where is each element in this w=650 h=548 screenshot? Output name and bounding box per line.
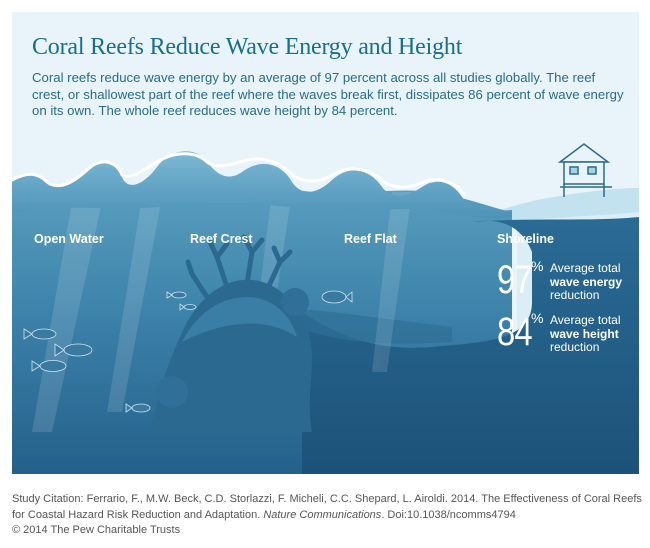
stat-description: Average total wave height reduction [550, 313, 621, 354]
stat-wave-height: 84 % Average total wave height reduction [497, 310, 637, 360]
stat-number: 97 [497, 258, 533, 302]
fish [23, 328, 57, 340]
shore-slope [472, 188, 639, 227]
beach-house [557, 143, 612, 197]
stat-wave-energy: 97 % Average total wave energy reduction [497, 258, 637, 308]
stat-percent-sign: % [531, 310, 544, 326]
fish [31, 360, 67, 372]
zone-label-reef-flat: Reef Flat [344, 232, 397, 246]
wave-crests [12, 151, 512, 219]
wave-foam [12, 152, 466, 196]
reef-crest-mound-highlight [182, 297, 297, 342]
coral-branches [185, 234, 293, 300]
stat-number: 84 [497, 310, 533, 354]
page-title: Coral Reefs Reduce Wave Energy and Heigh… [32, 34, 463, 60]
zone-label-reef-crest: Reef Crest [190, 232, 253, 246]
intro-text: Coral reefs reduce wave energy by an ave… [32, 70, 624, 118]
zone-label-open-water: Open Water [34, 232, 104, 246]
fish-school [23, 290, 353, 413]
infographic-panel: Coral Reefs Reduce Wave Energy and Heigh… [12, 12, 639, 474]
copyright-notice: © 2014 The Pew Charitable Trusts [12, 524, 181, 536]
fish [54, 343, 93, 357]
coral-bulb [281, 288, 309, 316]
stat-description: Average total wave energy reduction [550, 261, 623, 302]
fish [166, 291, 187, 299]
stat-percent-sign: % [531, 258, 544, 274]
fish [179, 303, 197, 311]
zone-label-shoreline: Shoreline [497, 232, 554, 246]
deep-water [302, 217, 639, 474]
ocean-scene [12, 143, 639, 474]
fish [321, 290, 353, 304]
fish [125, 403, 151, 413]
study-citation: Study Citation: Ferrario, F., M.W. Beck,… [12, 493, 642, 536]
coral-bulb [156, 376, 188, 408]
